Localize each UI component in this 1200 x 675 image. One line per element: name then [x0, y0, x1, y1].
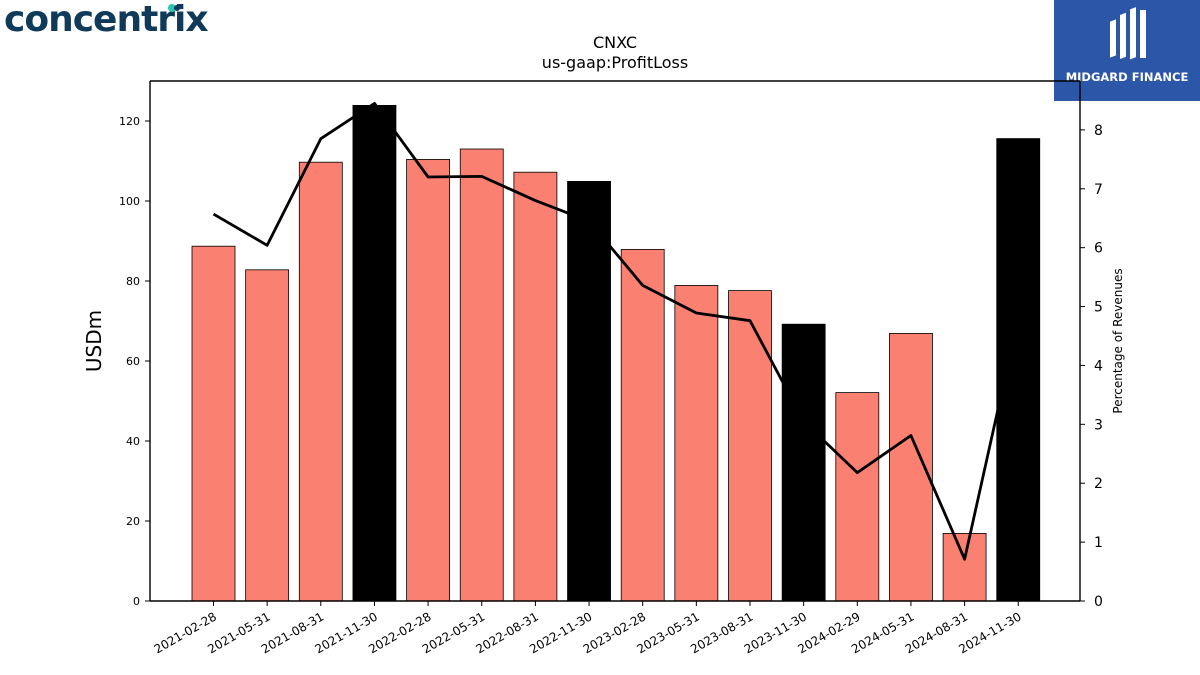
bar-2023-08-31 — [728, 290, 772, 602]
concentrix-logo: concentrix — [4, 0, 209, 40]
y-tick-label: 20 — [126, 515, 140, 528]
y2-tick-label: 3 — [1094, 417, 1103, 433]
line-layer — [212, 101, 1020, 561]
y2-tick-label: 7 — [1094, 182, 1103, 198]
chart-title: CNXC — [593, 33, 637, 52]
midgard-finance-text: MIDGARD FINANCE — [1065, 70, 1189, 84]
midgard-finance-logo: MIDGARD FINANCE — [1054, 0, 1200, 101]
bar-2024-11-30 — [996, 138, 1041, 602]
bar-2021-02-28 — [191, 245, 236, 602]
bar-2022-11-30 — [567, 180, 611, 602]
y2-tick-label: 8 — [1094, 123, 1103, 139]
y-tick-label: 80 — [126, 275, 140, 288]
bar-2023-05-31 — [674, 284, 719, 602]
percentage-line — [212, 101, 1020, 561]
bar-2021-11-30 — [352, 105, 397, 602]
y-tick-label: 120 — [119, 115, 140, 128]
bar-2021-05-31 — [245, 269, 290, 602]
y-tick-label: 60 — [126, 355, 140, 368]
midgard-m-icon — [1110, 7, 1146, 60]
bar-2024-02-29 — [835, 392, 880, 602]
bar-2022-08-31 — [513, 171, 558, 602]
y2-tick-label: 5 — [1094, 300, 1103, 316]
bar-2022-05-31 — [459, 148, 504, 602]
bar-2023-11-30 — [781, 323, 826, 602]
y2-tick-label: 4 — [1094, 358, 1103, 374]
y-tick-label: 0 — [133, 595, 140, 608]
bar-2023-02-28 — [620, 248, 665, 602]
bar-2021-08-31 — [298, 161, 343, 602]
bars-layer — [191, 105, 1041, 602]
y2-tick-label: 6 — [1094, 241, 1103, 257]
y-tick-label: 40 — [126, 435, 140, 448]
y2-axis-label: Percentage of Revenues — [1111, 268, 1125, 413]
logo-dot-icon — [168, 4, 180, 12]
y2-tick-label: 0 — [1094, 594, 1103, 610]
y-axis-label: USDm — [82, 310, 106, 372]
y2-tick-label: 2 — [1094, 476, 1103, 492]
chart-subtitle: us-gaap:ProfitLoss — [542, 53, 688, 72]
bar-2024-08-31 — [942, 533, 987, 602]
bar-2022-02-28 — [406, 158, 451, 602]
y-tick-label: 100 — [119, 195, 140, 208]
y2-tick-label: 1 — [1094, 535, 1103, 551]
